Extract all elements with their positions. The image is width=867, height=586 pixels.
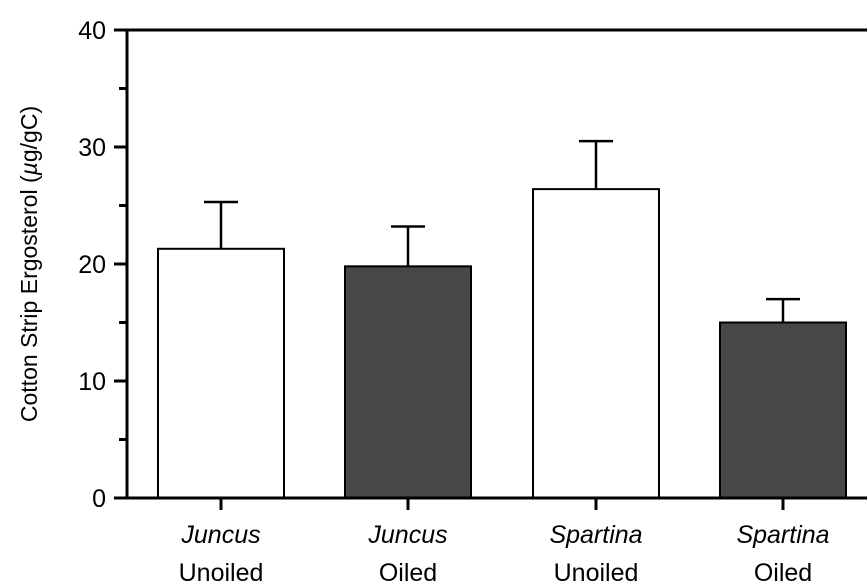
category-labels: Juncus Unoiled Juncus Oiled Spartina Unoiled S… <box>179 521 830 586</box>
y-tick-label: 30 <box>78 134 106 162</box>
category-treatment-label: Unoiled <box>179 559 264 586</box>
y-tick-label: 40 <box>78 17 106 45</box>
category-treatment-label: Unoiled <box>554 559 639 586</box>
category-treatment-label: Oiled <box>379 559 437 586</box>
category-species-label: Juncus <box>367 521 447 549</box>
category-species-label: Spartina <box>549 521 642 549</box>
error-bars <box>204 139 800 323</box>
category-species-label: Juncus <box>180 521 260 549</box>
bar <box>157 247 285 499</box>
y-axis-label-mu: µ <box>16 162 42 176</box>
y-tick-label: 0 <box>92 485 106 513</box>
category-species-label: Spartina <box>736 521 829 549</box>
y-tick-label: 20 <box>78 251 106 279</box>
y-tick-label: 10 <box>78 368 106 396</box>
category-treatment-label: Oiled <box>754 559 812 586</box>
bar <box>532 188 660 499</box>
y-axis-label: Cotton Strip Ergosterol (µg/gC) <box>16 106 42 422</box>
bar <box>344 265 472 499</box>
y-axis-label-prefix: Cotton Strip Ergosterol ( <box>16 175 42 422</box>
y-axis-ticks: 0 10 20 30 40 <box>78 17 127 513</box>
y-axis-label-suffix: g/gC) <box>16 106 42 162</box>
x-axis-ticks <box>219 498 785 510</box>
bar <box>719 321 847 499</box>
bars <box>157 188 847 499</box>
